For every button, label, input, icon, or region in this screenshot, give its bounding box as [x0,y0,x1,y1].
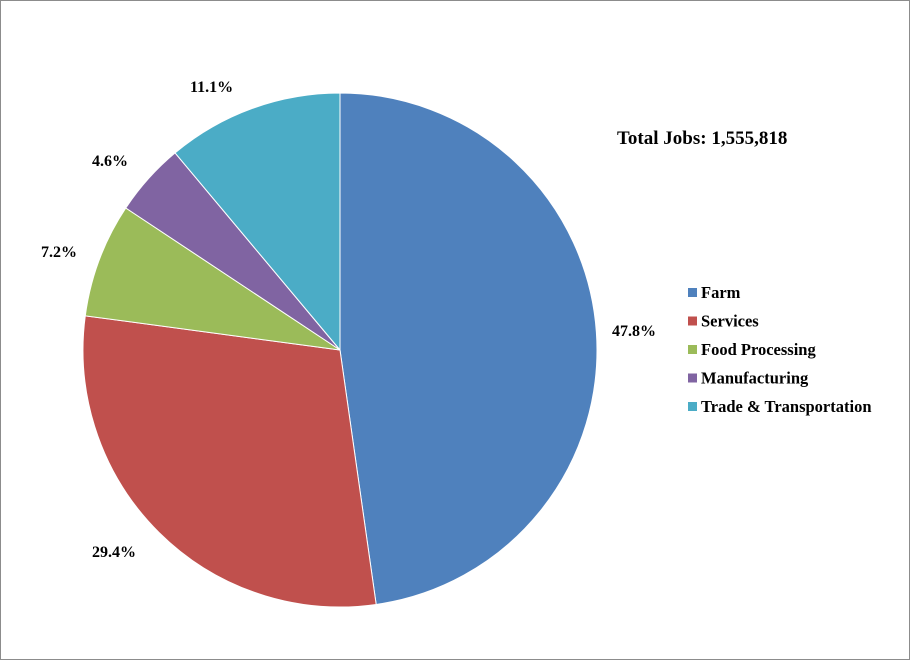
legend-label: Services [701,312,759,331]
legend-label: Manufacturing [701,369,809,388]
legend-item-services: Services [688,312,759,331]
data-label-farm: 47.8% [612,323,656,340]
legend-swatch [688,345,697,354]
legend-item-food-processing: Food Processing [688,340,816,359]
legend-label: Farm [701,283,741,302]
total-jobs-annotation: Total Jobs: 1,555,818 [617,128,787,149]
legend-label: Trade & Transportation [701,397,872,416]
pie-slice-food-processing [84,207,341,351]
data-label-manufacturing: 4.6% [92,153,128,170]
legend-item-manufacturing: Manufacturing [688,369,809,388]
pie-slice-trade-transportation [174,92,341,352]
data-label-trade-transportation: 11.1% [190,79,233,96]
legend-swatch [688,316,697,326]
data-labels: 47.8% 29.4% 7.2% 4.6% 11.1% [41,79,656,561]
pie-slice-services [82,315,377,608]
legend-swatch [688,288,697,297]
pie-slice-farm [339,92,598,606]
legend-item-farm: Farm [688,283,741,302]
legend-label: Food Processing [701,340,816,359]
data-label-food-processing: 7.2% [41,244,77,261]
chart-legend: Farm Services Food Processing Manufacturing… [688,283,872,416]
legend-swatch [688,402,697,411]
legend-item-trade-transportation: Trade & Transportation [688,397,872,416]
data-label-services: 29.4% [92,544,136,561]
pie-slices [82,92,598,608]
legend-swatch [688,373,697,383]
